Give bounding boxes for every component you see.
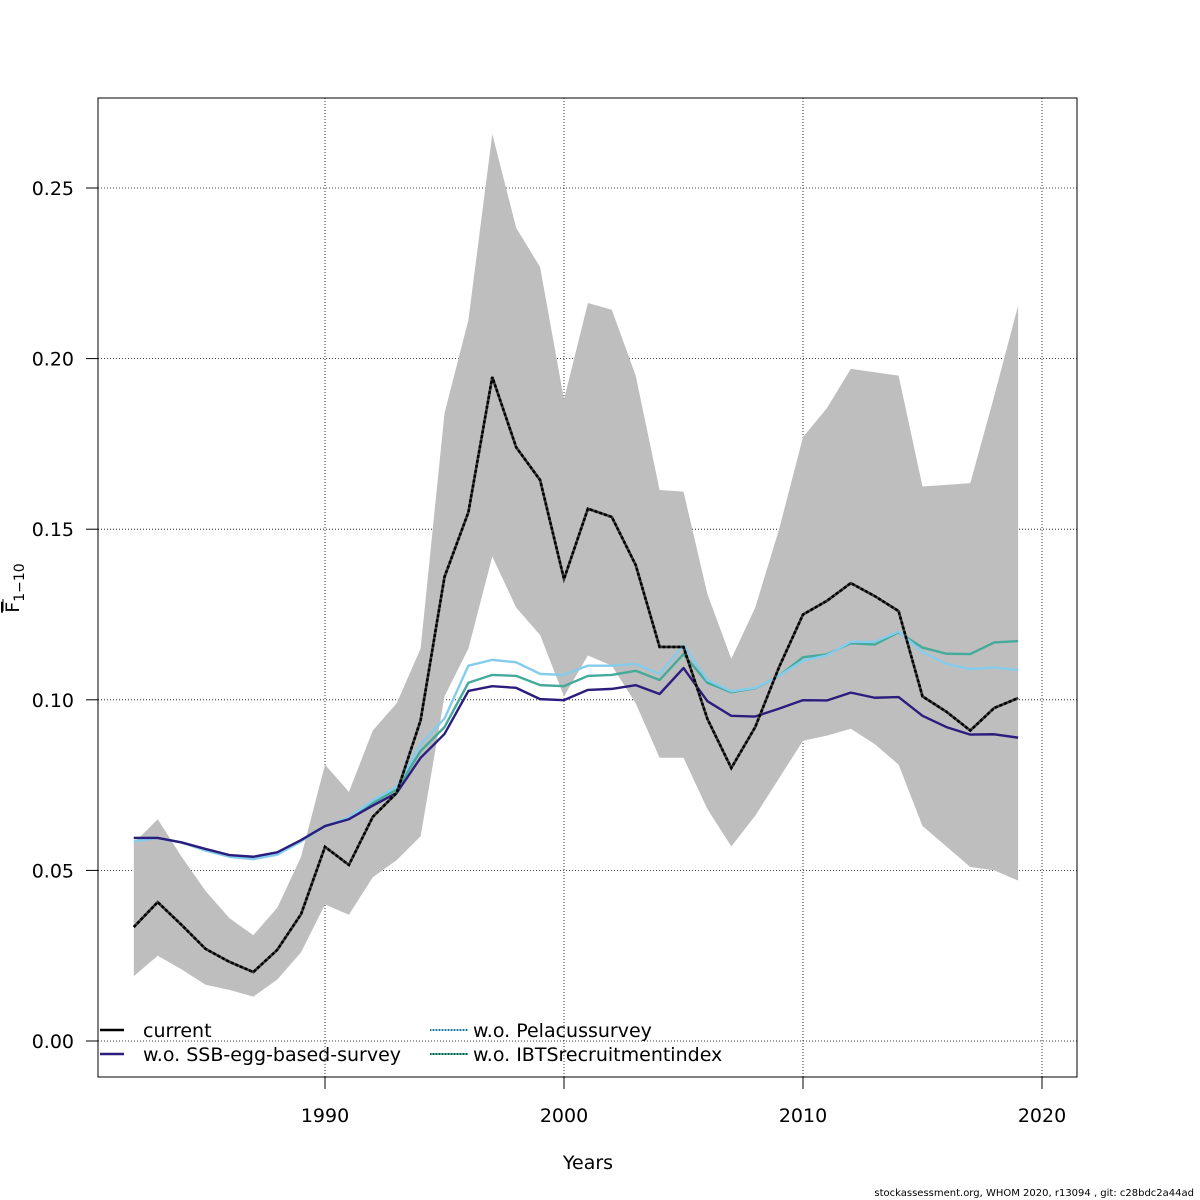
y-tick-label: 0.05: [32, 860, 74, 882]
confidence-band-layer: [133, 134, 1019, 997]
legend-label: w.o. SSB-egg-based-survey: [143, 1044, 401, 1066]
x-tick-label: 2010: [779, 1105, 827, 1127]
legend-item-w-o-ibtsrecruitmentindex: w.o. IBTSrecruitmentindex: [430, 1044, 722, 1066]
plot-frame: [97, 97, 1078, 1078]
x-tick-label: 1990: [301, 1105, 349, 1127]
y-axis: 0.00 0.05 0.10 0.15 0.20 0.25: [32, 178, 98, 1053]
x-tick-label: 2020: [1018, 1105, 1066, 1127]
legend-item-current: current: [100, 1020, 212, 1042]
y-tick-label: 0.10: [32, 690, 74, 712]
legend-item-w-o-pelacussurvey: w.o. Pelacussurvey: [430, 1020, 652, 1042]
legend-item-w-o-ssb-egg-based-survey: w.o. SSB-egg-based-survey: [100, 1044, 401, 1066]
series-line-w-o-pelacussurvey: [133, 630, 1019, 861]
svg-text:F1−10: F1−10: [2, 563, 28, 612]
series-line-w-o-ssb-egg-based-survey: [133, 666, 1019, 858]
x-tick-label: 2000: [540, 1105, 588, 1127]
legend-label: current: [143, 1020, 212, 1042]
y-axis-title-sub: 1−10: [12, 563, 28, 601]
legend-label: w.o. IBTSrecruitmentindex: [473, 1044, 722, 1066]
series-layer: [132, 376, 1019, 974]
legend-label: w.o. Pelacussurvey: [473, 1020, 652, 1042]
y-tick-label: 0.25: [32, 178, 74, 200]
confidence-band: [133, 134, 1019, 997]
footer-credit: stockassessment.org, WHOM 2020, r13094 ,…: [874, 1188, 1194, 1199]
y-axis-title-main: F: [2, 602, 24, 613]
x-axis: 1990 2000 2010 2020: [301, 1077, 1066, 1127]
y-tick-label: 0.20: [32, 349, 74, 371]
y-axis-title: F1−10: [2, 563, 28, 612]
series-line-current: [132, 376, 1019, 974]
y-tick-label: 0.00: [32, 1031, 74, 1053]
x-axis-title: Years: [562, 1152, 613, 1174]
y-tick-label: 0.15: [32, 519, 74, 541]
